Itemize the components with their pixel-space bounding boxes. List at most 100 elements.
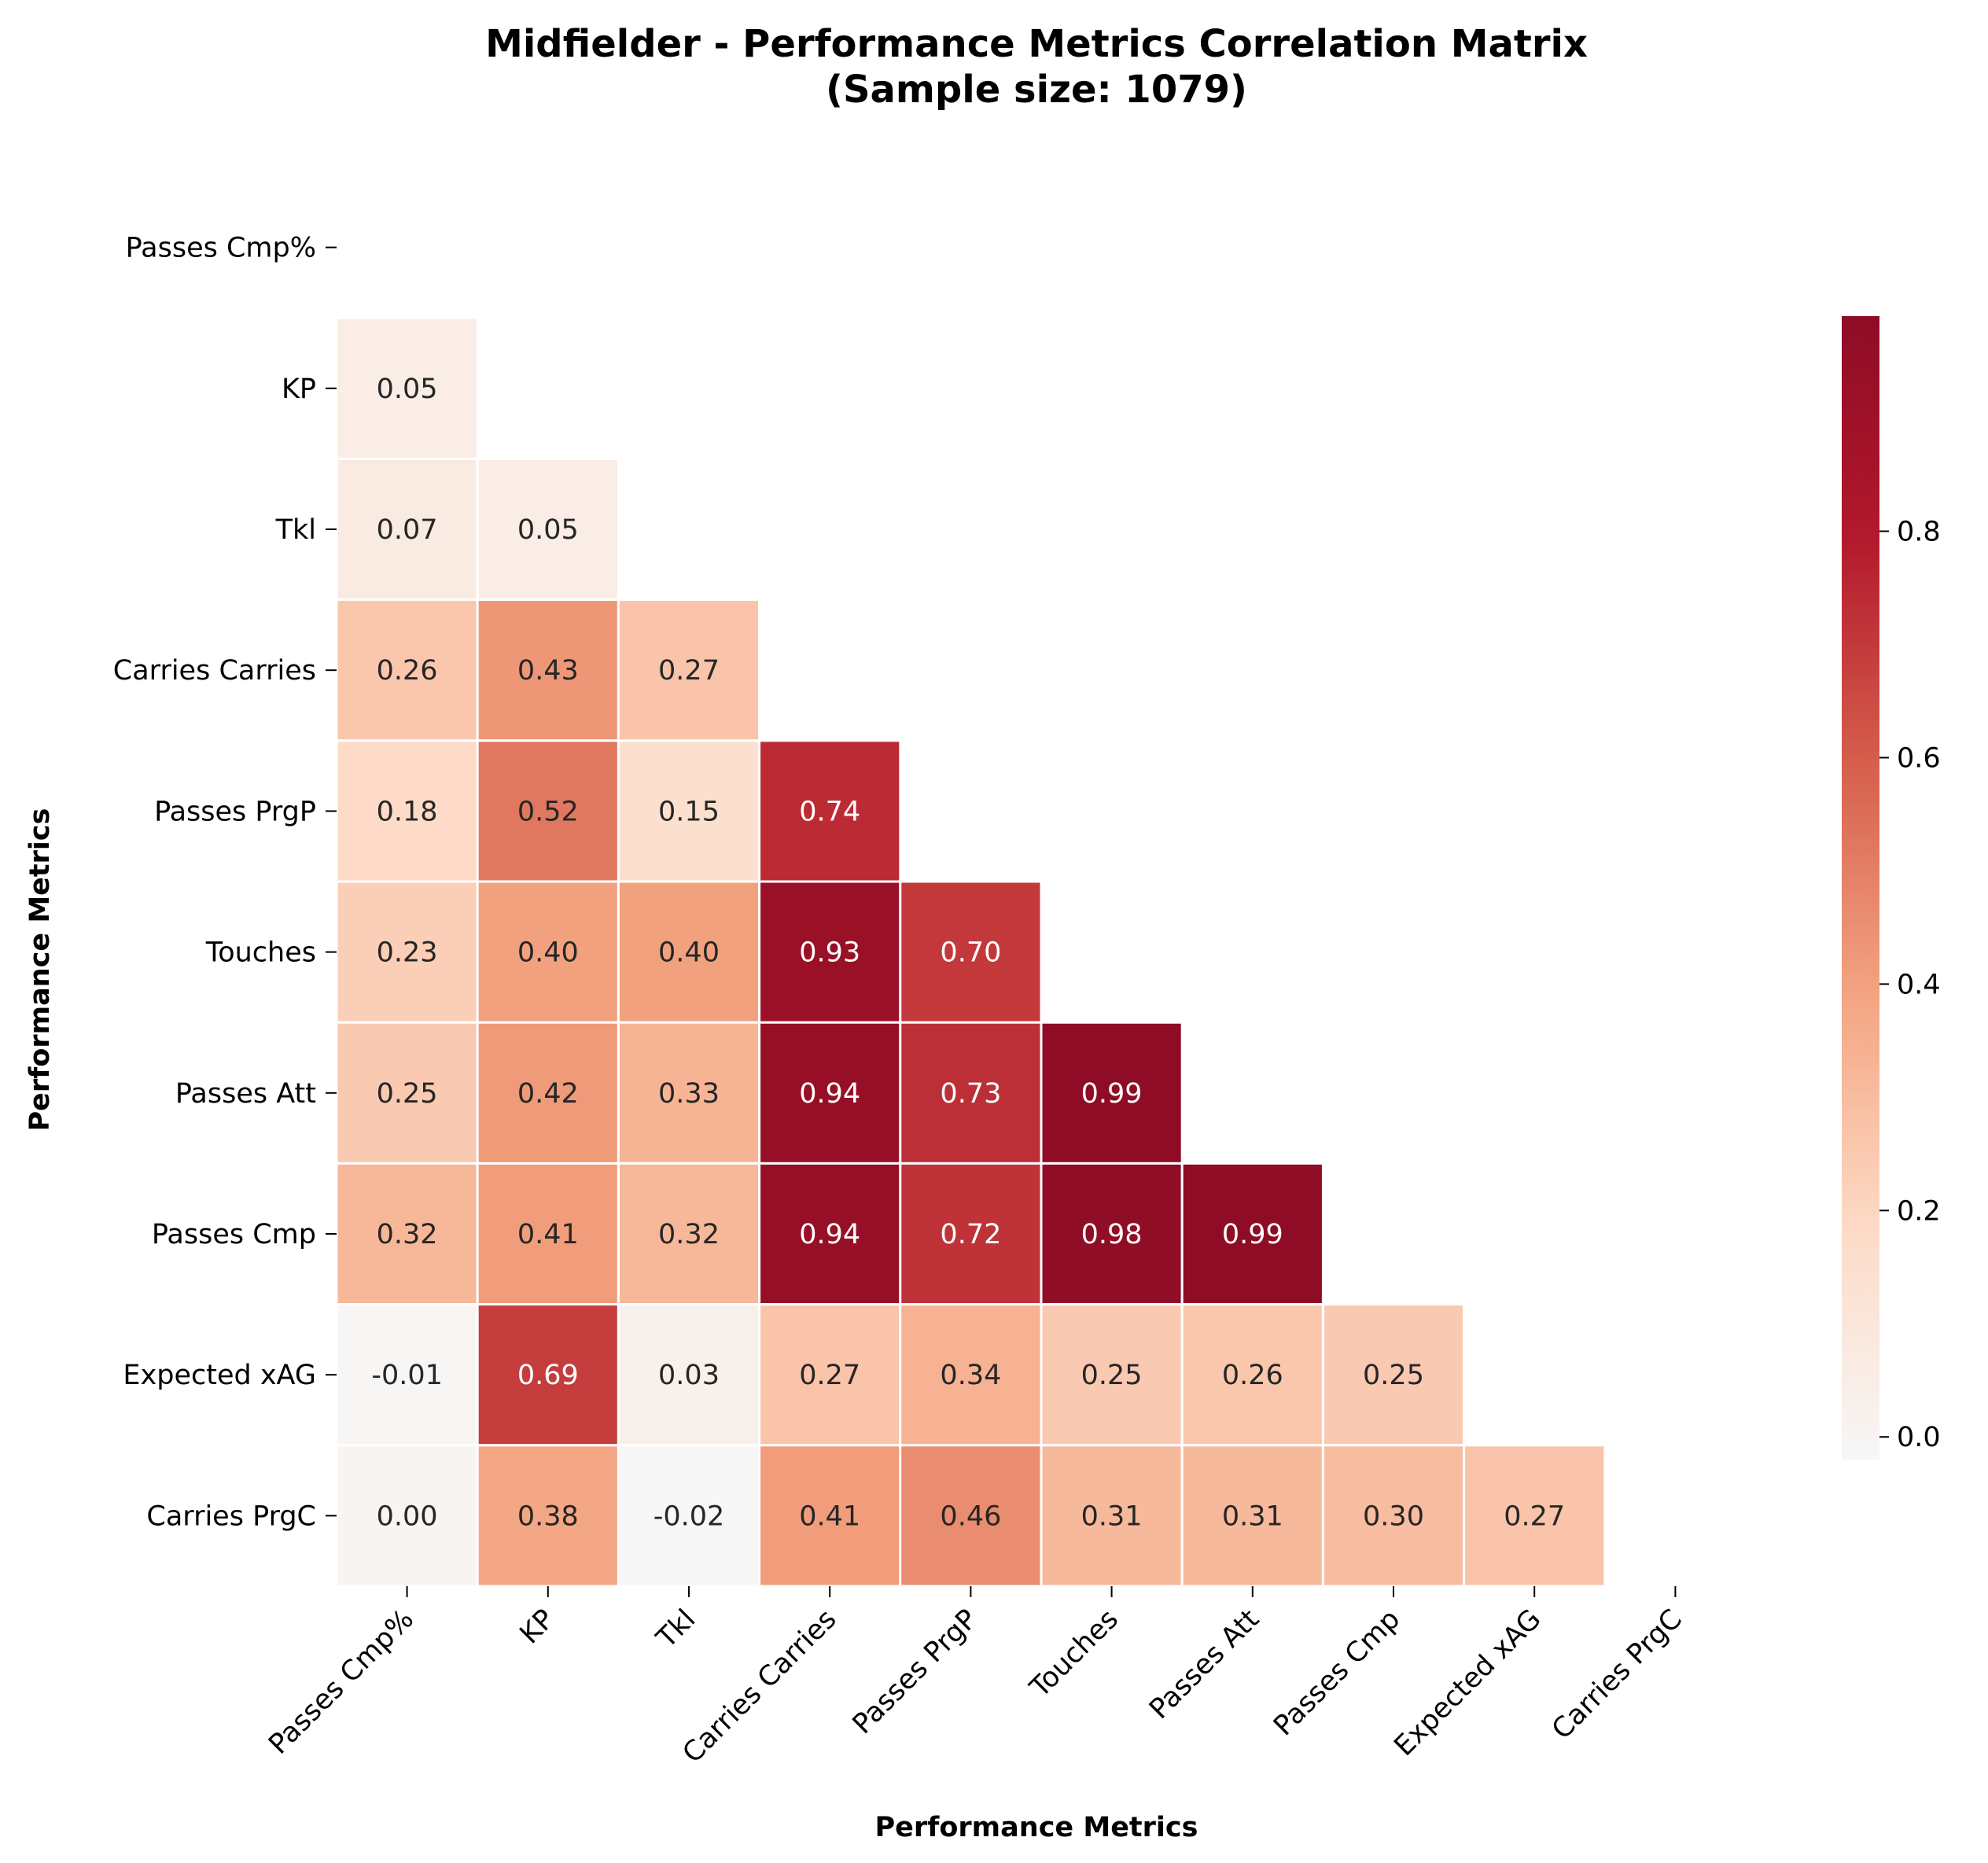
cell-value-label: 0.94 [799, 1219, 860, 1250]
cell-value-label: 0.93 [799, 937, 860, 969]
cell-value-label: -0.02 [653, 1500, 725, 1532]
heatmap-cell-5-1 [476, 880, 620, 1024]
x-tick-label: Passes Att [1143, 1603, 1265, 1725]
cell-value-label: 0.05 [517, 514, 579, 546]
cell-value-label: 0.30 [1363, 1500, 1424, 1532]
x-tick-label: Passes Cmp% [263, 1603, 420, 1761]
cell-value-label: 0.73 [940, 1078, 1001, 1110]
cell-value-label: 0.40 [517, 937, 579, 969]
cell-value-label: 0.05 [377, 374, 438, 405]
cell-value-label: 0.03 [658, 1360, 720, 1391]
y-tick-labels: Passes Cmp% KP Tkl Carries Carries Passes Pr… [113, 233, 337, 1532]
cell-value-label: 0.38 [517, 1500, 579, 1532]
x-tick-label: Passes Cmp [1268, 1603, 1406, 1742]
heatmap-cell-7-1 [476, 1162, 620, 1306]
heatmap-cell-4-3 [758, 739, 902, 883]
cell-value-label: 0.99 [1222, 1219, 1283, 1250]
cell-value-label: 0.33 [658, 1078, 720, 1110]
cell-value-label: 0.94 [799, 1078, 860, 1110]
heatmap-cell-9-0 [335, 1444, 479, 1588]
heatmap-cell-6-4 [899, 1021, 1043, 1165]
heatmap-cell-8-2 [617, 1303, 761, 1447]
x-tick-label: Touches [1024, 1603, 1125, 1704]
heatmap-cell-7-3 [758, 1162, 902, 1306]
cell-value-label: 0.41 [517, 1219, 579, 1250]
y-tick-label: Touches [205, 937, 316, 969]
heatmap-cell-9-8 [1463, 1444, 1607, 1588]
chart-subtitle: (Sample size: 1079) [826, 68, 1247, 112]
cell-value-label: 0.15 [658, 796, 720, 827]
cell-value-label: 0.98 [1081, 1219, 1143, 1250]
heatmap-cell-7-5 [1040, 1162, 1184, 1306]
y-tick-label: Carries Carries [113, 655, 316, 687]
cell-value-label: 0.26 [377, 655, 438, 687]
y-tick-label: Passes Cmp% [126, 233, 316, 264]
cell-value-label: 0.25 [1081, 1360, 1143, 1391]
cell-value-label: 0.99 [1081, 1078, 1143, 1110]
colorbar-tick-label: 0.8 [1897, 517, 1941, 548]
y-tick-label: KP [282, 374, 316, 405]
cell-value-label: 0.23 [377, 937, 438, 969]
heatmap-cell-7-0 [335, 1162, 479, 1306]
cell-value-label: 0.74 [799, 796, 860, 827]
x-tick-label: Tkl [650, 1603, 701, 1655]
colorbar-tick-label: 0.2 [1897, 1195, 1941, 1227]
cell-value-label: 0.25 [1363, 1360, 1424, 1391]
x-tick-label: KP [514, 1603, 561, 1650]
y-axis-title: Performance Metrics [24, 808, 56, 1132]
cell-value-label: 0.34 [940, 1360, 1001, 1391]
cell-value-label: 0.40 [658, 937, 720, 969]
heatmap-cell-6-2 [617, 1021, 761, 1165]
cell-value-label: 0.00 [377, 1500, 438, 1532]
heatmap-cell-7-6 [1180, 1162, 1324, 1306]
x-tick-label: Carries Carries [677, 1603, 843, 1769]
heatmap-cell-5-3 [758, 880, 902, 1024]
heatmap-cell-9-6 [1180, 1444, 1324, 1588]
cell-value-label: 0.41 [799, 1500, 860, 1532]
cell-value-label: 0.18 [377, 796, 438, 827]
y-tick-label: Passes Cmp [152, 1219, 316, 1250]
heatmap-cell-1-0 [335, 316, 479, 460]
x-tick-label: Expected xAG [1389, 1603, 1548, 1762]
heatmap-cell-6-5 [1040, 1021, 1184, 1165]
colorbar: 0.0 0.2 0.4 0.6 0.8 [1842, 316, 1941, 1460]
y-tick-label: Expected xAG [123, 1360, 316, 1391]
colorbar-ticks: 0.0 0.2 0.4 0.6 0.8 [1879, 517, 1941, 1453]
heatmap-cell-2-1 [476, 457, 620, 602]
y-tick-label: Carries PrgC [146, 1500, 316, 1532]
heatmap-cell-9-3 [758, 1444, 902, 1588]
heatmap-cell-9-5 [1040, 1444, 1184, 1588]
cell-value-label: 0.31 [1081, 1500, 1143, 1532]
y-tick-label: Tkl [275, 514, 316, 546]
heatmap-cell-8-0 [335, 1303, 479, 1447]
x-axis-title: Performance Metrics [875, 1812, 1198, 1843]
x-tick-label: Carries PrgC [1546, 1603, 1688, 1746]
cell-value-label: 0.31 [1222, 1500, 1283, 1532]
cell-value-label: -0.01 [371, 1360, 443, 1391]
heatmap-cell-8-7 [1321, 1303, 1466, 1447]
cell-value-label: 0.26 [1222, 1360, 1283, 1391]
cell-value-label: 0.42 [517, 1078, 579, 1110]
cell-value-label: 0.27 [1504, 1500, 1565, 1532]
y-tick-label: Passes PrgP [154, 796, 316, 827]
x-tick-label: Passes PrgP [847, 1603, 984, 1740]
cell-value-label: 0.70 [940, 937, 1001, 969]
heatmap-cell-9-2 [617, 1444, 761, 1588]
cell-value-label: 0.46 [940, 1500, 1001, 1532]
cell-value-label: 0.72 [940, 1219, 1001, 1250]
heatmap-cell-2-0 [335, 457, 479, 602]
colorbar-tick-label: 0.6 [1897, 742, 1941, 774]
cell-value-label: 0.25 [377, 1078, 438, 1110]
cell-value-label: 0.32 [377, 1219, 438, 1250]
heatmap-cell-4-1 [476, 739, 620, 883]
y-tick-label: Passes Att [175, 1078, 316, 1110]
cell-value-label: 0.52 [517, 796, 579, 827]
heatmap-cell-6-1 [476, 1021, 620, 1165]
chart-title: Midfielder - Performance Metrics Correla… [485, 22, 1588, 66]
colorbar-tick-label: 0.0 [1897, 1422, 1941, 1453]
cell-value-label: 0.32 [658, 1219, 720, 1250]
cell-value-label: 0.43 [517, 655, 579, 687]
heatmap-cell-6-3 [758, 1021, 902, 1165]
